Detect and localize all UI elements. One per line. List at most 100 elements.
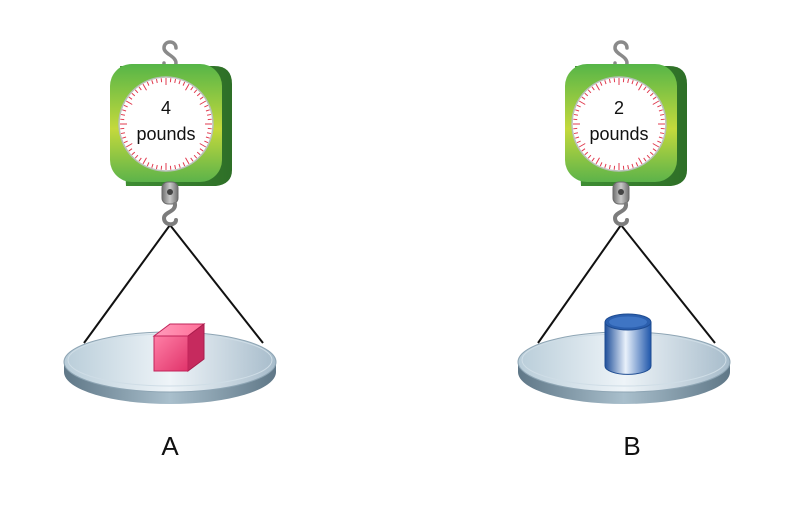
dial-tick xyxy=(638,157,643,165)
dial-tick xyxy=(206,113,212,116)
dial-tick xyxy=(652,143,660,148)
dial-tick xyxy=(138,86,142,91)
dial-tick xyxy=(595,157,600,165)
dial-tick xyxy=(635,162,639,167)
dial-tick xyxy=(581,96,586,100)
dial-tick xyxy=(151,80,154,85)
dial-tick xyxy=(627,78,630,84)
dial-tick xyxy=(155,78,158,84)
dial-tick xyxy=(178,80,181,85)
dial-tick xyxy=(652,100,660,105)
dial-tick xyxy=(604,163,607,168)
scale-b: 2 pounds B xyxy=(517,40,731,461)
dial-tick xyxy=(128,148,133,152)
dial-tick xyxy=(196,92,201,97)
dial-tick xyxy=(142,157,147,165)
dial-tick xyxy=(199,148,204,152)
dial-tick xyxy=(578,143,586,148)
dial-tick xyxy=(584,151,589,156)
scale-label-b: B xyxy=(623,431,640,461)
dial-tick xyxy=(658,109,663,112)
dial-tick xyxy=(128,96,133,100)
dial-tick xyxy=(122,136,127,139)
dial-tick xyxy=(123,104,128,108)
reading-unit: pounds xyxy=(589,124,648,144)
cylinder-object xyxy=(604,313,652,375)
dial-tick xyxy=(575,136,580,139)
reading-value: 4 xyxy=(161,98,171,118)
dial-tick xyxy=(608,78,611,84)
dial-tick xyxy=(595,83,600,91)
dial-tick xyxy=(657,104,662,108)
dial-tick xyxy=(193,154,198,159)
dial-tick xyxy=(576,140,581,144)
dial-tick xyxy=(185,157,190,165)
dial-tick xyxy=(649,151,654,156)
dial-tick xyxy=(123,140,128,144)
dial-tick xyxy=(652,96,657,100)
dial-tick xyxy=(635,81,639,86)
dial-tick xyxy=(575,109,580,112)
dial-tick xyxy=(182,81,186,86)
dial-ticks xyxy=(120,78,212,170)
dial-tick xyxy=(659,113,665,116)
dial-tick xyxy=(604,80,607,85)
dial-tick xyxy=(178,163,181,168)
bottom-hook xyxy=(612,181,630,227)
dial-tick xyxy=(155,164,158,170)
dial-tick xyxy=(643,86,647,91)
dial-tick xyxy=(578,100,586,105)
dial-tick xyxy=(205,136,210,139)
dial-tick xyxy=(587,154,592,159)
dial-tick xyxy=(573,132,579,135)
dial-tick xyxy=(599,162,603,167)
dial-tick xyxy=(573,113,579,116)
dial-tick xyxy=(576,104,581,108)
dial-tick xyxy=(204,104,209,108)
dial: 2 pounds xyxy=(571,76,667,172)
dial-tick xyxy=(120,132,126,135)
dial-tick xyxy=(627,164,630,170)
dial-tick xyxy=(646,89,651,94)
dial-tick xyxy=(131,151,136,156)
dial-tick xyxy=(646,154,651,159)
dial-tick xyxy=(206,132,212,135)
dial-tick xyxy=(193,89,198,94)
dial-tick xyxy=(584,92,589,97)
dial-tick xyxy=(182,162,186,167)
bottom-hook xyxy=(161,181,179,227)
dial-tick xyxy=(134,154,139,159)
dial-tick xyxy=(581,148,586,152)
dial-tick xyxy=(125,100,133,105)
dial-tick xyxy=(591,157,595,162)
dial-tick xyxy=(199,96,204,100)
scale-label-a: A xyxy=(161,431,179,461)
dial-tick xyxy=(659,132,665,135)
dial-tick xyxy=(120,113,126,116)
dial-tick xyxy=(631,80,634,85)
dial-tick xyxy=(199,143,207,148)
dial-tick xyxy=(643,157,647,162)
string-right xyxy=(620,224,716,344)
reading-unit: pounds xyxy=(136,124,195,144)
dial-tick xyxy=(591,86,595,91)
dial-tick xyxy=(134,89,139,94)
dial-tick xyxy=(204,140,209,144)
string-left xyxy=(83,224,171,344)
dial-ticks xyxy=(573,78,665,170)
cube-object xyxy=(152,323,206,372)
dial-tick xyxy=(125,143,133,148)
dial-tick xyxy=(205,109,210,112)
dial-tick xyxy=(142,83,147,91)
dial-tick xyxy=(122,109,127,112)
dial-tick xyxy=(631,163,634,168)
dial-tick xyxy=(587,89,592,94)
dial-tick xyxy=(649,92,654,97)
dial-tick xyxy=(185,83,190,91)
dial-tick xyxy=(608,164,611,170)
dial-tick xyxy=(146,81,150,86)
string-left xyxy=(537,224,622,344)
dial-tick xyxy=(190,86,194,91)
dial-tick xyxy=(196,151,201,156)
